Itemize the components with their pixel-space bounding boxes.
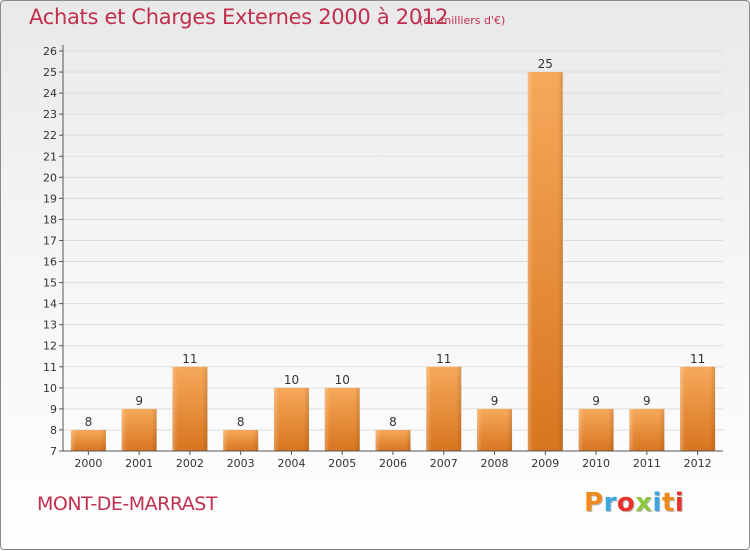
x-tick-label: 2009 <box>531 457 559 470</box>
x-tick-label: 2007 <box>430 457 458 470</box>
logo-letter: t <box>661 488 675 518</box>
logo-letter: P <box>584 488 604 518</box>
y-tick-label: 13 <box>43 319 57 332</box>
value-label: 9 <box>643 394 651 408</box>
y-tick-label: 20 <box>43 171 57 184</box>
bar-shading <box>70 429 106 451</box>
bar-shading <box>273 387 309 451</box>
bar-shading <box>223 429 259 451</box>
value-label: 8 <box>389 415 397 429</box>
x-tick-label: 2008 <box>481 457 509 470</box>
proxiti-logo[interactable]: Proxiti <box>584 488 684 518</box>
logo-letter: i <box>674 488 685 518</box>
y-tick-label: 14 <box>43 298 57 311</box>
value-label: 25 <box>538 57 553 71</box>
bar-shading <box>578 408 614 451</box>
logo-letter: x <box>635 488 653 518</box>
y-tick-label: 10 <box>43 382 57 395</box>
value-label: 8 <box>237 415 245 429</box>
y-tick-label: 24 <box>43 87 57 100</box>
y-tick-label: 21 <box>43 150 57 163</box>
logo-letter: r <box>603 488 617 518</box>
bar-shading <box>172 366 208 451</box>
x-tick-label: 2003 <box>227 457 255 470</box>
y-tick-label: 22 <box>43 129 57 142</box>
commune-name: MONT-DE-MARRAST <box>37 493 217 515</box>
y-tick-label: 26 <box>43 45 57 58</box>
bar-shading <box>426 366 462 451</box>
y-tick-label: 17 <box>43 234 57 247</box>
x-tick-label: 2006 <box>379 457 407 470</box>
value-label: 9 <box>491 394 499 408</box>
bar-shading <box>527 72 563 451</box>
chart-subtitle: (en milliers d'€) <box>419 14 506 27</box>
bar-shading <box>629 408 665 451</box>
x-tick-label: 2011 <box>633 457 661 470</box>
x-tick-label: 2010 <box>582 457 610 470</box>
chart-title: Achats et Charges Externes 2000 à 2012 <box>29 5 449 29</box>
value-label: 10 <box>284 373 299 387</box>
logo-letter: o <box>616 488 636 518</box>
value-label: 9 <box>592 394 600 408</box>
y-tick-label: 15 <box>43 277 57 290</box>
bar-shading <box>680 366 716 451</box>
x-tick-label: 2004 <box>277 457 305 470</box>
x-tick-label: 2001 <box>125 457 153 470</box>
x-tick-label: 2002 <box>176 457 204 470</box>
y-tick-label: 18 <box>43 213 57 226</box>
y-tick-label: 23 <box>43 108 57 121</box>
y-tick-label: 8 <box>50 424 57 437</box>
y-tick-label: 25 <box>43 66 57 79</box>
y-tick-label: 19 <box>43 192 57 205</box>
y-tick-label: 9 <box>50 403 57 416</box>
value-label: 11 <box>182 352 197 366</box>
value-label: 11 <box>436 352 451 366</box>
y-tick-label: 12 <box>43 340 57 353</box>
bar-shading <box>375 429 411 451</box>
value-label: 10 <box>335 373 350 387</box>
bar-shading <box>477 408 513 451</box>
value-label: 9 <box>135 394 143 408</box>
x-tick-label: 2000 <box>74 457 102 470</box>
logo-letter: i <box>652 488 662 518</box>
x-tick-label: 2005 <box>328 457 356 470</box>
bar-shading <box>324 387 360 451</box>
y-tick-label: 16 <box>43 256 57 269</box>
value-label: 8 <box>85 415 93 429</box>
y-tick-label: 11 <box>43 361 57 374</box>
bar-shading <box>121 408 157 451</box>
value-label: 11 <box>690 352 705 366</box>
y-tick-label: 7 <box>50 445 57 458</box>
x-tick-label: 2012 <box>684 457 712 470</box>
